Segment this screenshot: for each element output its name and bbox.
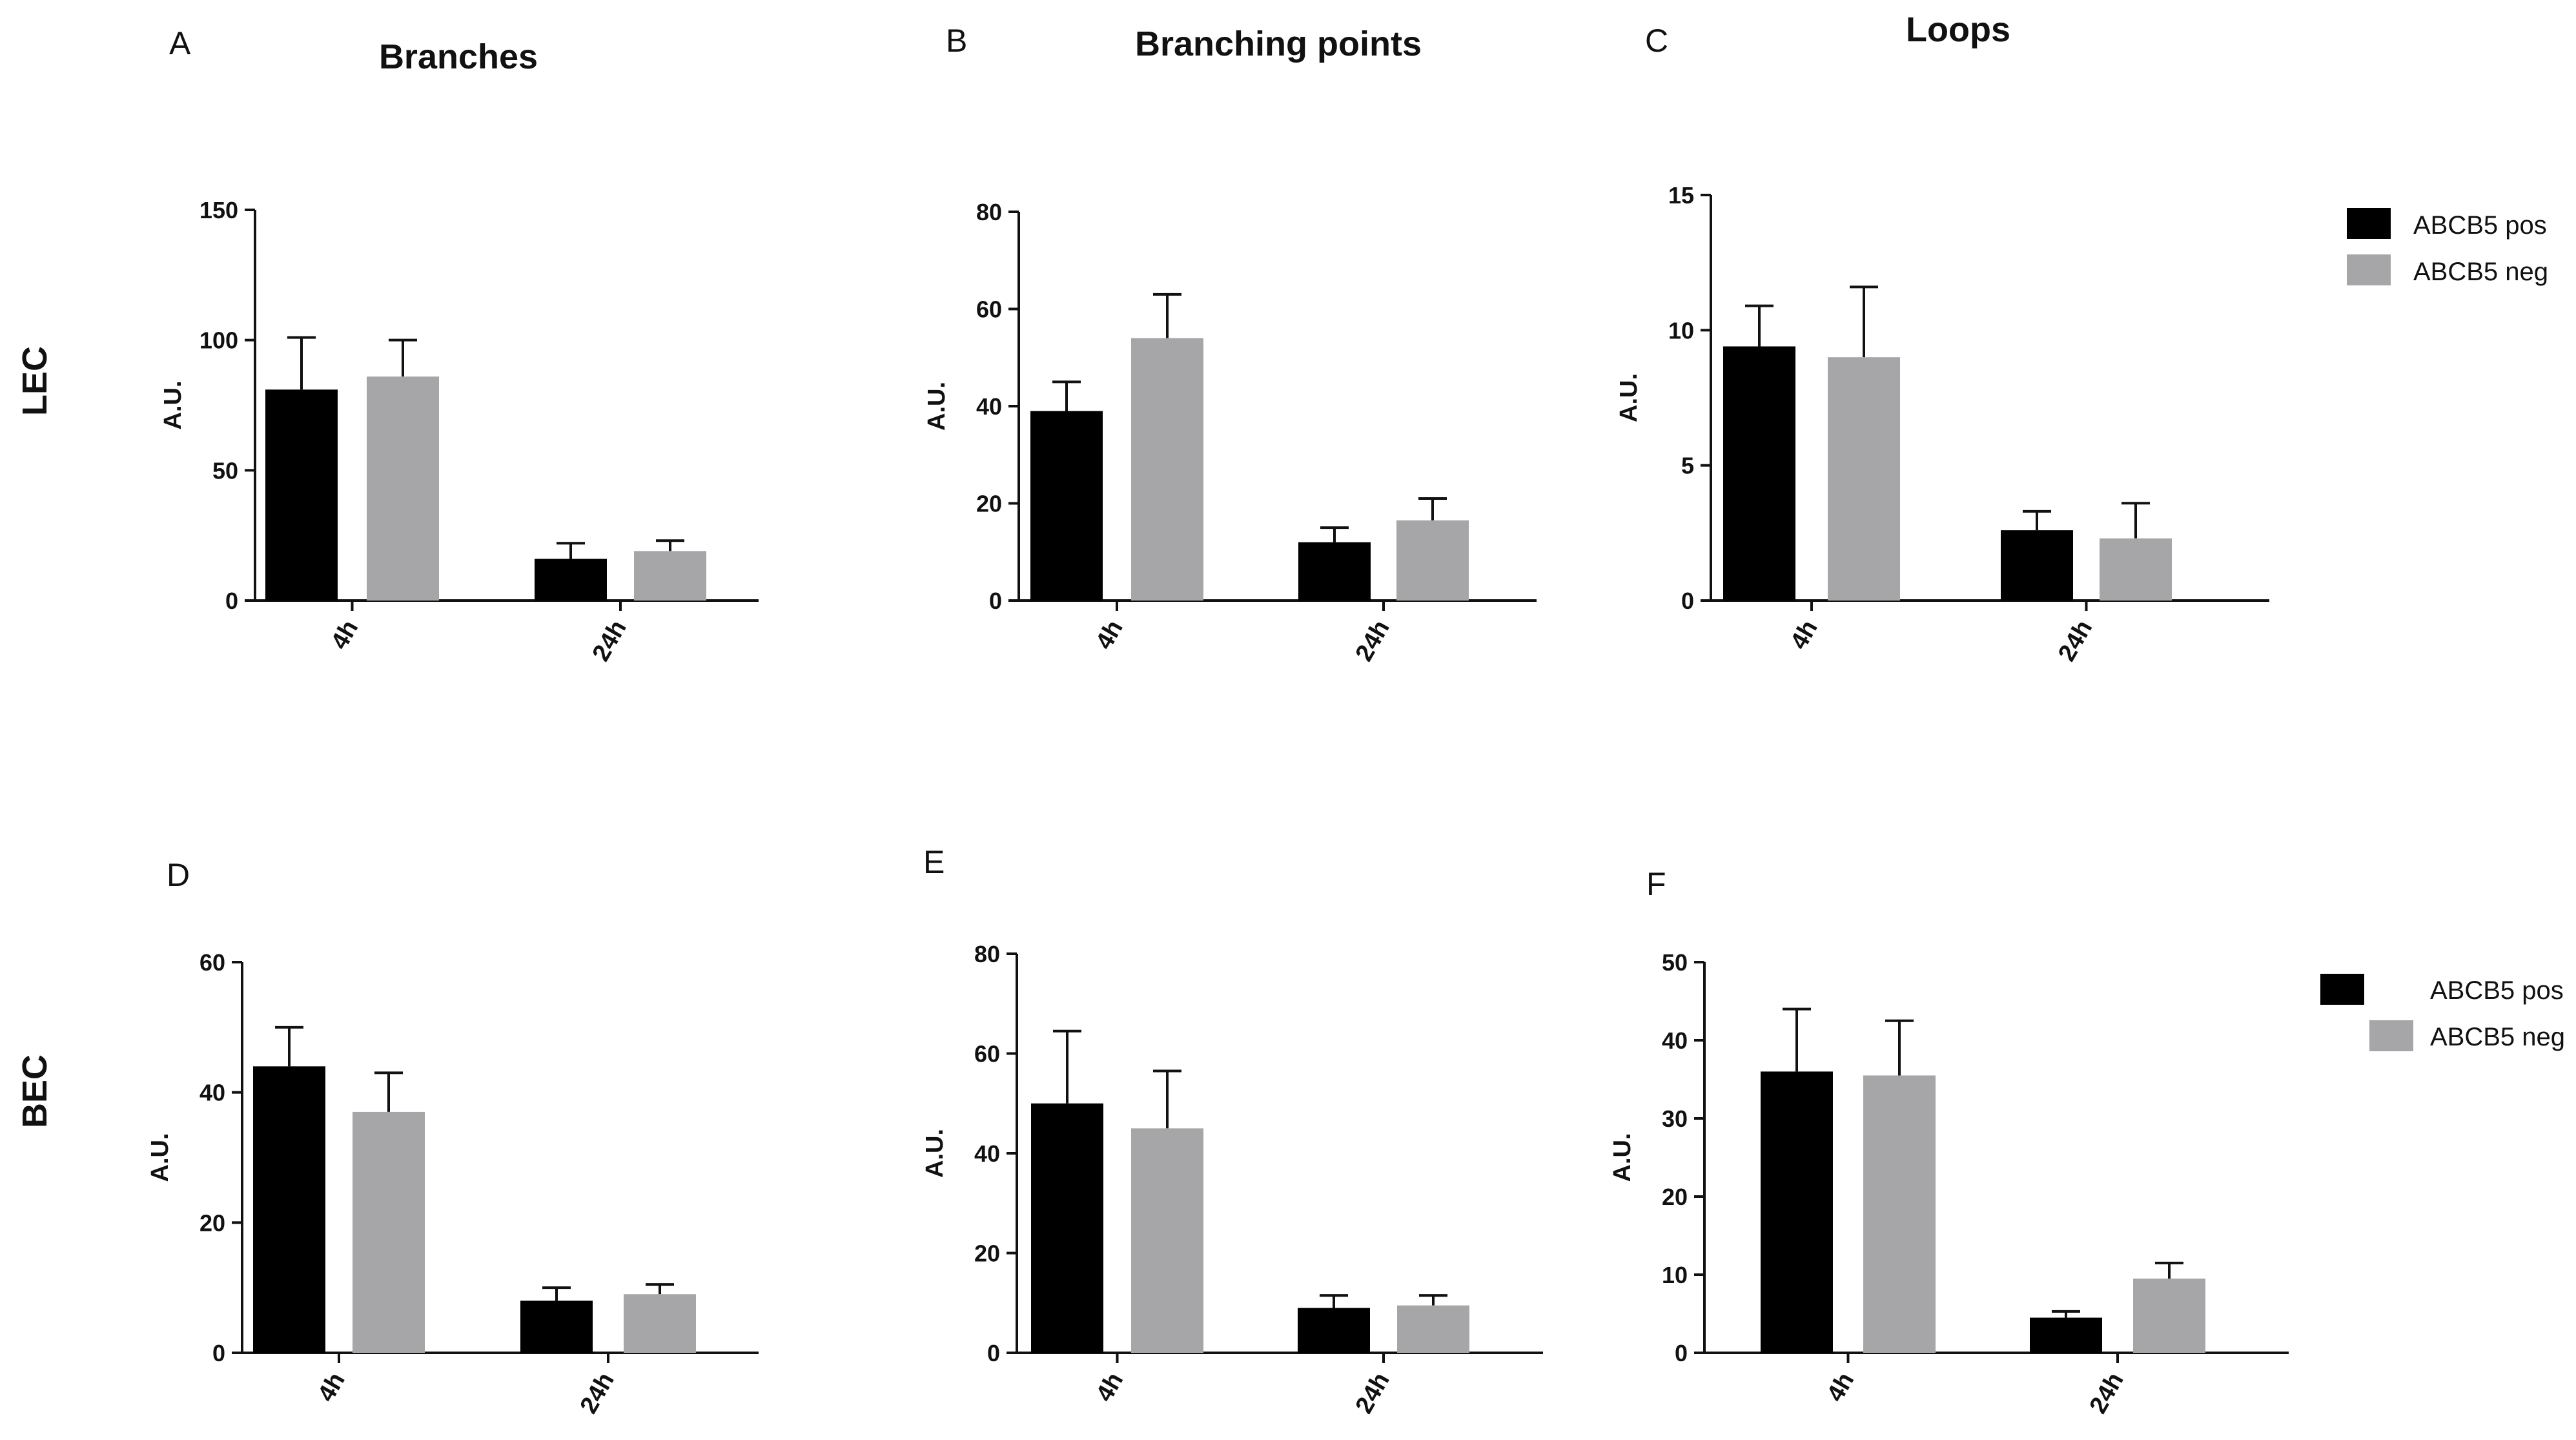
y-axis-label: A.U. — [1609, 1133, 1636, 1182]
bar-abcb5-pos-24h — [535, 559, 607, 601]
y-axis-label: A.U. — [1615, 373, 1642, 422]
y-tick-label: 50 — [212, 457, 238, 484]
y-tick-label: 10 — [1668, 317, 1694, 344]
bar-abcb5-neg-4h — [1863, 1075, 1936, 1353]
panel-title-c: Loops — [1906, 10, 2010, 49]
y-tick-label: 10 — [1662, 1262, 1688, 1288]
legend-label-pos: ABCB5 pos — [2430, 976, 2564, 1005]
bar-abcb5-pos-4h — [1723, 346, 1795, 601]
panel-title-b: Branching points — [1135, 25, 1422, 63]
y-tick-label: 150 — [199, 197, 238, 223]
y-axis-label: A.U. — [921, 1129, 948, 1178]
bar-abcb5-neg-24h — [634, 551, 706, 601]
legend-label-neg: ABCB5 neg — [2430, 1023, 2565, 1051]
y-tick-label: 80 — [976, 199, 1002, 225]
bar-abcb5-neg-4h — [1828, 357, 1900, 601]
y-tick-label: 50 — [1662, 949, 1688, 976]
y-tick-label: 20 — [976, 491, 1002, 517]
panel-letter-c: C — [1645, 23, 1668, 59]
legend-swatch-pos — [2320, 974, 2364, 1005]
legend-bec: ABCB5 pos ABCB5 neg — [2320, 974, 2565, 1051]
y-tick-label: 60 — [976, 296, 1002, 323]
y-tick-label: 40 — [1662, 1027, 1688, 1054]
y-tick-label: 0 — [212, 1340, 225, 1366]
bar-abcb5-pos-24h — [1298, 542, 1371, 601]
bar-abcb5-pos-24h — [2001, 530, 2073, 601]
y-tick-label: 40 — [974, 1140, 1000, 1167]
y-tick-label: 5 — [1681, 453, 1694, 479]
y-tick-label: 20 — [974, 1240, 1000, 1267]
bar-abcb5-neg-24h — [2133, 1279, 2205, 1353]
y-tick-label: 0 — [987, 1340, 1000, 1366]
legend-swatch-neg — [2369, 1020, 2413, 1051]
y-tick-label: 20 — [199, 1209, 225, 1236]
y-tick-label: 100 — [199, 327, 238, 354]
panel-letter-a: A — [169, 25, 191, 61]
bar-abcb5-pos-24h — [520, 1301, 593, 1353]
bar-abcb5-neg-4h — [1131, 1128, 1203, 1353]
y-tick-label: 0 — [1681, 588, 1694, 614]
bar-abcb5-neg-24h — [1396, 520, 1469, 601]
y-tick-label: 20 — [1662, 1184, 1688, 1210]
y-tick-label: 0 — [1675, 1340, 1688, 1366]
legend-swatch-neg — [2347, 254, 2391, 285]
legend-lec: ABCB5 pos ABCB5 neg — [2347, 208, 2548, 286]
row-label-lec: LEC — [15, 346, 54, 416]
bar-abcb5-neg-24h — [2100, 538, 2172, 601]
y-tick-label: 0 — [989, 588, 1002, 614]
y-tick-label: 80 — [974, 941, 1000, 967]
bar-abcb5-neg-4h — [367, 376, 439, 601]
bar-abcb5-pos-4h — [1030, 411, 1103, 601]
y-axis-label: A.U. — [923, 382, 950, 431]
panel-letter-f: F — [1646, 866, 1666, 902]
bar-abcb5-pos-24h — [2030, 1317, 2102, 1353]
y-tick-label: 40 — [976, 393, 1002, 420]
bar-abcb5-pos-4h — [253, 1066, 325, 1353]
legend-label-neg: ABCB5 neg — [2413, 258, 2548, 286]
bar-abcb5-pos-4h — [1761, 1071, 1833, 1353]
bar-abcb5-neg-4h — [353, 1111, 425, 1353]
y-tick-label: 40 — [199, 1080, 225, 1106]
bar-abcb5-neg-4h — [1131, 338, 1203, 601]
legend-label-pos: ABCB5 pos — [2413, 211, 2547, 240]
panel-letter-b: B — [946, 23, 967, 59]
y-axis-label: A.U. — [159, 381, 187, 430]
bar-abcb5-neg-24h — [1397, 1305, 1469, 1353]
y-tick-label: 0 — [225, 588, 238, 614]
bar-abcb5-pos-4h — [1031, 1103, 1103, 1353]
bar-abcb5-neg-24h — [624, 1294, 696, 1353]
y-tick-label: 30 — [1662, 1106, 1688, 1132]
row-label-bec: BEC — [15, 1054, 54, 1128]
y-axis-label: A.U. — [147, 1133, 174, 1182]
panel-letter-e: E — [923, 844, 945, 880]
y-tick-label: 60 — [199, 949, 225, 976]
bar-abcb5-pos-24h — [1298, 1308, 1370, 1353]
y-tick-label: 15 — [1668, 182, 1694, 209]
y-tick-label: 60 — [974, 1041, 1000, 1067]
panel-title-a: Branches — [379, 37, 538, 76]
panel-letter-d: D — [167, 857, 190, 893]
bar-abcb5-pos-4h — [265, 389, 338, 601]
legend-swatch-pos — [2347, 208, 2391, 239]
